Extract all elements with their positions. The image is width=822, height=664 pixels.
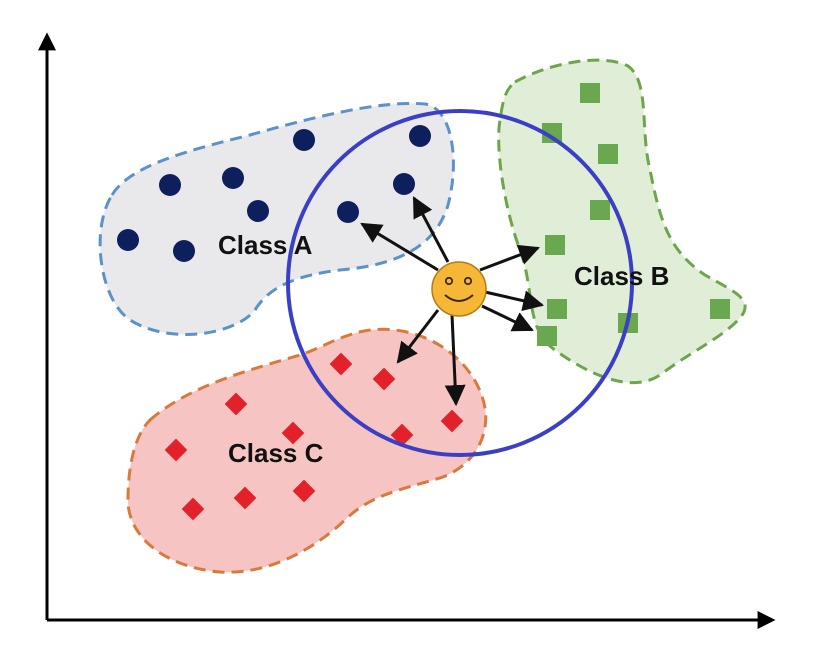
class-a-point [117,229,139,251]
class-b-points [537,83,730,346]
class-c-region [126,327,488,574]
class-a-region [98,101,455,336]
neighbor-arrow [412,196,450,263]
neighbor-arrow [444,314,466,407]
class-b-point [537,326,557,346]
class-b-point [710,299,730,319]
class-a-point [393,173,415,195]
class-a-point [293,129,315,151]
neighbor-arrows [360,196,545,407]
class-b-point [547,299,567,319]
class-c-point [440,409,464,433]
class-a-point [247,200,269,222]
class-a-points [117,125,431,262]
class-b-point [598,144,618,164]
class-a-point [222,167,244,189]
class-a-point [173,240,195,262]
class-b-point [542,123,562,143]
class-c-point [372,367,396,391]
class-a-label: Class A [218,230,313,260]
neighbor-radius-circle [286,109,634,457]
class-c-label: Class C [228,438,324,468]
class-a-point [409,125,431,147]
class-b-point [580,83,600,103]
class-b-point [545,235,565,255]
class-a-point [159,174,181,196]
class-a-point [337,201,359,223]
class-c-point [292,479,316,503]
neighbor-arrow [484,290,545,312]
neighbor-arrow [479,244,540,272]
neighbor-arrow [360,222,439,272]
class-b-label: Class B [574,261,669,291]
neighbor-arrow [396,309,440,364]
smiley-face-icon [431,261,487,317]
class-c-point [329,352,353,376]
class-b-point [590,200,610,220]
class-c-point [281,421,305,445]
neighbor-arrow [481,304,534,332]
